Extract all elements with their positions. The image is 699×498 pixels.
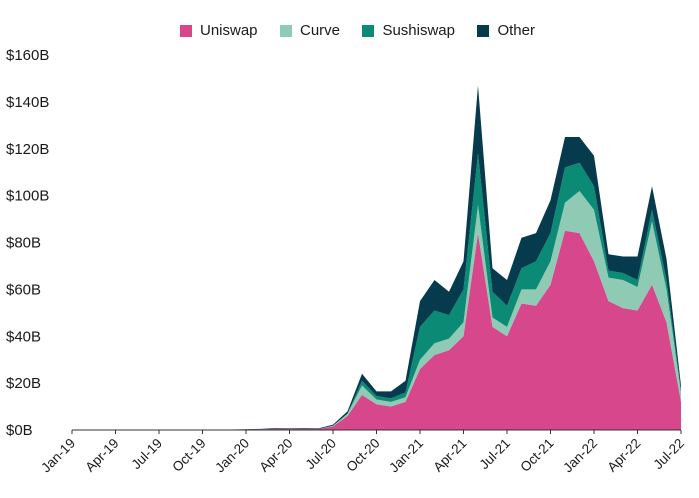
x-tick-label: Oct-19 bbox=[169, 436, 208, 475]
legend-item-sushiswap: Sushiswap bbox=[362, 22, 455, 39]
y-tick-label: $140B bbox=[6, 94, 49, 111]
x-tick-label: Jul-20 bbox=[303, 436, 340, 473]
y-tick-label: $120B bbox=[6, 141, 49, 158]
x-tick-label: Apr-21 bbox=[430, 436, 469, 475]
x-tick-label: Jan-19 bbox=[38, 436, 78, 476]
x-tick-label: Jan-21 bbox=[386, 436, 426, 476]
area-series-uniswap bbox=[72, 230, 681, 430]
x-tick-label: Jul-21 bbox=[477, 436, 514, 473]
legend-swatch-sushiswap bbox=[362, 24, 375, 37]
y-tick-label: $0B bbox=[6, 422, 33, 439]
y-tick-label: $40B bbox=[6, 328, 41, 345]
x-tick-label: Oct-21 bbox=[517, 436, 556, 475]
legend-swatch-uniswap bbox=[180, 24, 192, 37]
x-tick-label: Jul-22 bbox=[651, 436, 688, 473]
y-tick-label: $20B bbox=[6, 375, 41, 392]
y-tick-label: $60B bbox=[6, 281, 41, 298]
x-tick-label: Oct-20 bbox=[343, 436, 382, 475]
y-tick-label: $160B bbox=[6, 47, 49, 64]
legend-swatch-other bbox=[477, 24, 490, 37]
x-tick-label: Jan-22 bbox=[560, 436, 600, 476]
y-tick-label: $100B bbox=[6, 188, 49, 205]
x-tick-label: Jul-19 bbox=[129, 436, 166, 473]
legend: Uniswap Curve Sushiswap Other bbox=[180, 22, 553, 42]
x-tick-label: Apr-20 bbox=[256, 436, 295, 475]
x-tick-label: Jan-20 bbox=[212, 436, 252, 476]
legend-item-other: Other bbox=[477, 22, 535, 39]
y-tick-label: $80B bbox=[6, 235, 41, 252]
legend-label-sushiswap: Sushiswap bbox=[382, 22, 455, 39]
x-tick-label: Apr-22 bbox=[604, 436, 643, 475]
legend-label-other: Other bbox=[497, 22, 535, 39]
legend-item-uniswap: Uniswap bbox=[180, 22, 258, 39]
legend-label-uniswap: Uniswap bbox=[200, 22, 258, 39]
legend-item-curve: Curve bbox=[279, 22, 340, 39]
x-tick-label: Apr-19 bbox=[82, 436, 121, 475]
legend-swatch-curve bbox=[279, 24, 292, 37]
legend-label-curve: Curve bbox=[299, 22, 340, 39]
